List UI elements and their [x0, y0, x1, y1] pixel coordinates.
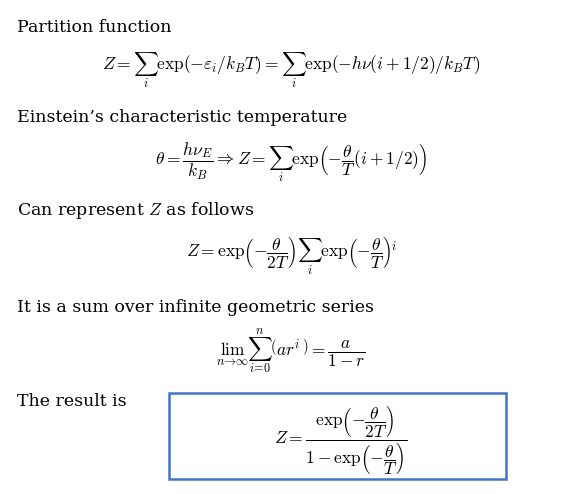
Text: $Z = \exp\!\left(-\dfrac{\theta}{2T}\right)\sum_{i} \exp\!\left(-\dfrac{\theta}{: $Z = \exp\!\left(-\dfrac{\theta}{2T}\rig… — [186, 235, 396, 277]
Text: $\theta = \dfrac{h\nu_E}{k_B} \Rightarrow Z = \sum_{i} \exp\!\left(-\dfrac{\thet: $\theta = \dfrac{h\nu_E}{k_B} \Rightarro… — [155, 140, 427, 184]
Text: The result is: The result is — [17, 393, 127, 410]
Text: Partition function: Partition function — [17, 19, 172, 36]
Text: $\lim_{n \to \infty} \sum_{i=0}^{n} \left(ar^i\right) = \dfrac{a}{1-r}$: $\lim_{n \to \infty} \sum_{i=0}^{n} \lef… — [216, 327, 366, 376]
Text: Einstein’s characteristic temperature: Einstein’s characteristic temperature — [17, 109, 347, 126]
Text: It is a sum over infinite geometric series: It is a sum over infinite geometric seri… — [17, 299, 374, 316]
Text: Can represent $Z$ as follows: Can represent $Z$ as follows — [17, 201, 255, 221]
Text: $Z = \sum_{i} \exp(-\varepsilon_i/k_BT) = \sum_{i} \exp(-h\nu(i+1/2)/k_BT)$: $Z = \sum_{i} \exp(-\varepsilon_i/k_BT) … — [102, 50, 480, 90]
Text: $Z = \dfrac{\exp\!\left(-\dfrac{\theta}{2T}\right)}{1 - \exp\!\left(-\dfrac{\the: $Z = \dfrac{\exp\!\left(-\dfrac{\theta}{… — [274, 404, 407, 477]
